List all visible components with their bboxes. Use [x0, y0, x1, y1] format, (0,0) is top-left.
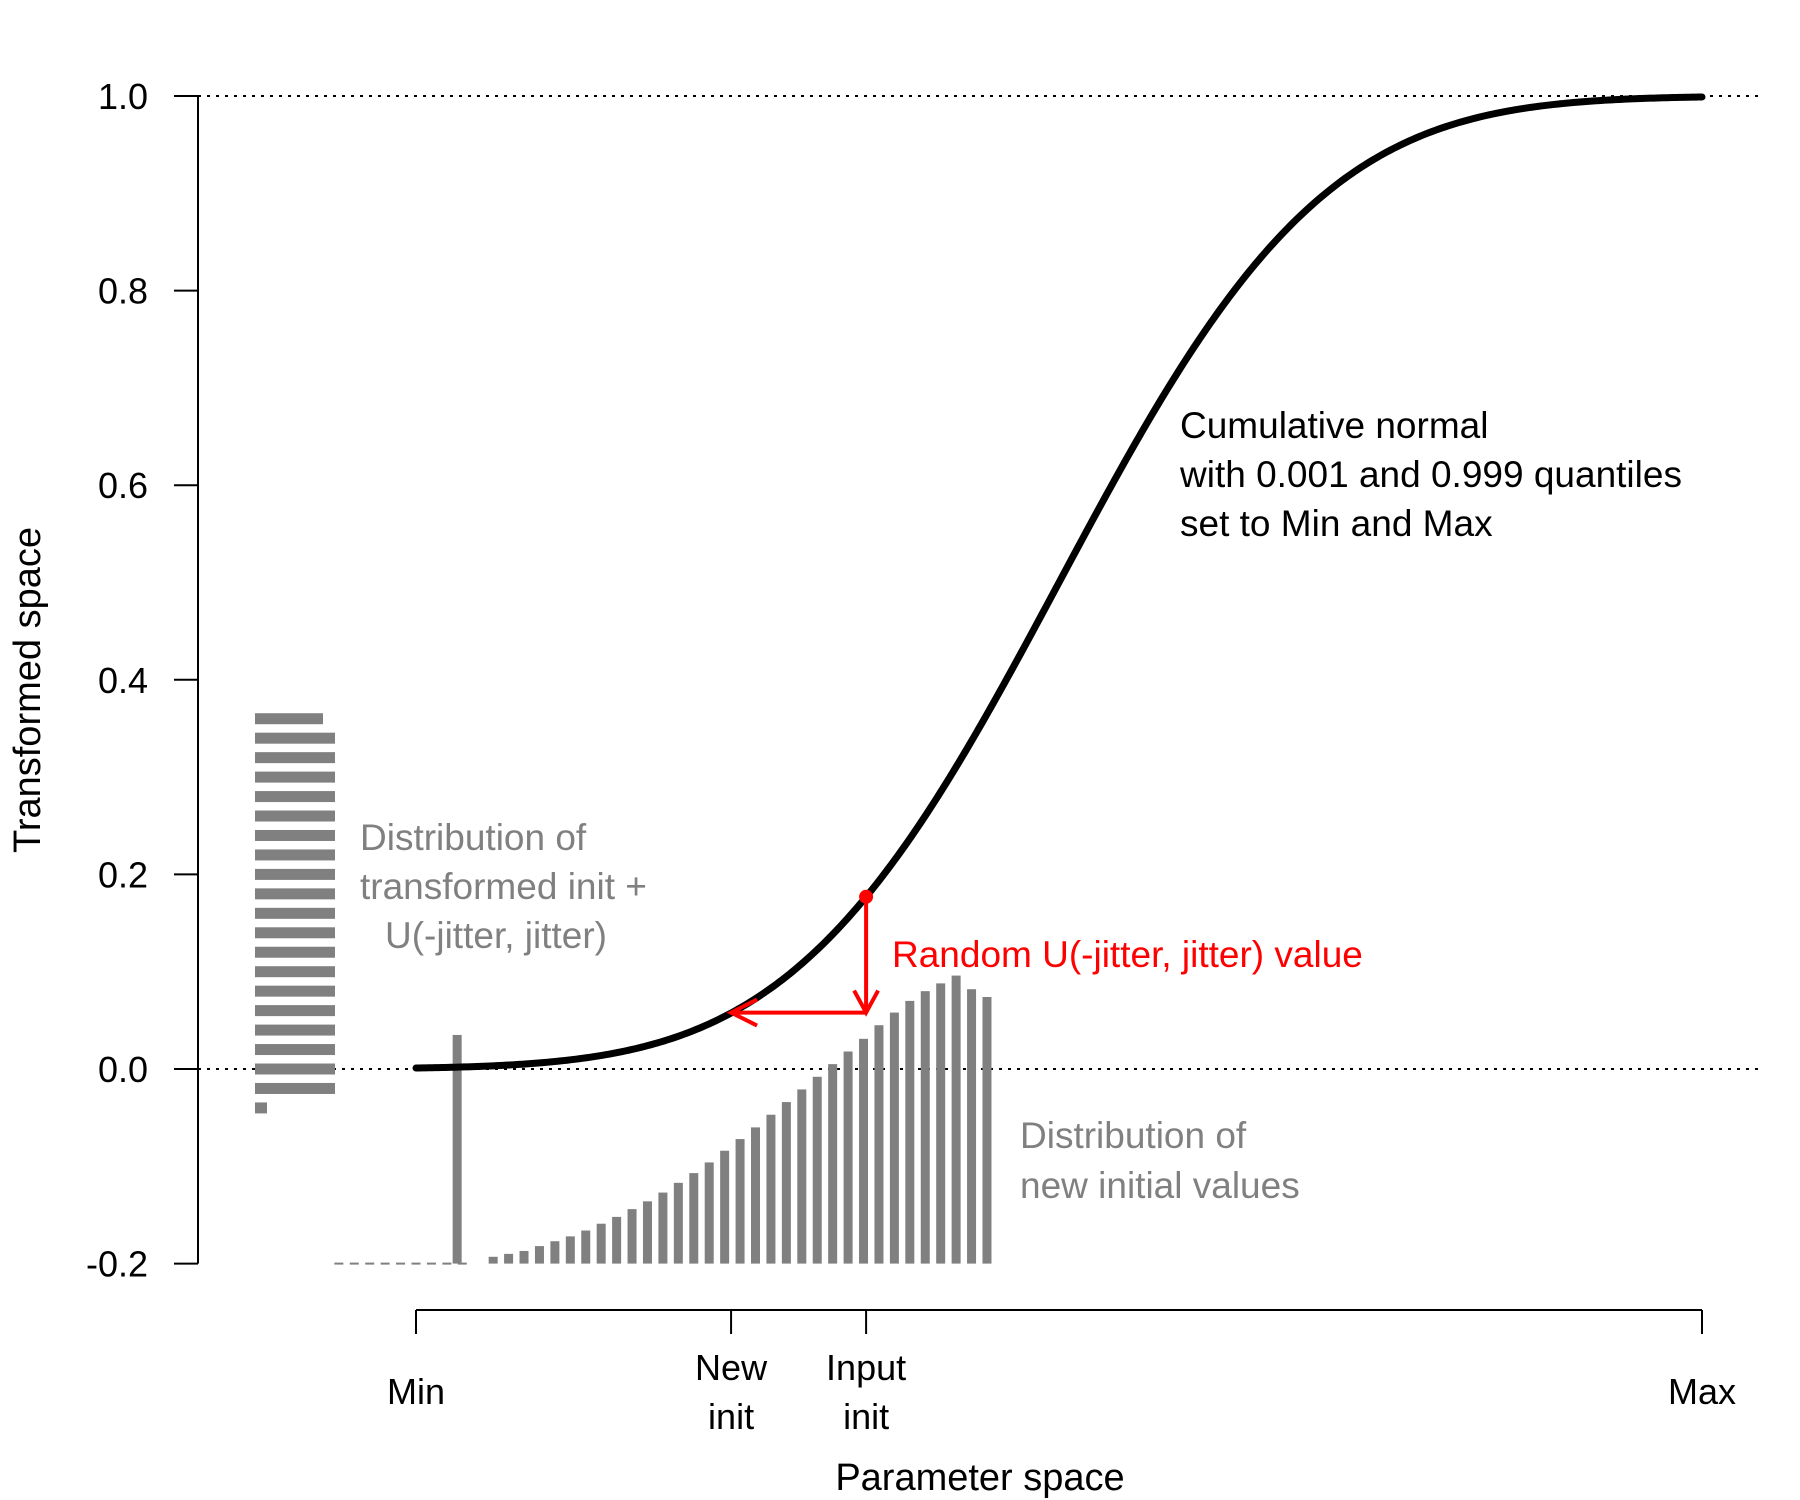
new-values-histogram-bar [519, 1250, 529, 1264]
transformed-distribution-annotation: Distribution of transformed init + U(-ji… [360, 817, 657, 956]
transformed-histogram-bar [255, 1082, 335, 1094]
y-tick-label: 0.4 [98, 660, 148, 701]
new-values-histogram-bar [673, 1182, 683, 1264]
new-values-histogram-bar [797, 1089, 807, 1264]
curve-annotation-line-1: Cumulative normal [1180, 405, 1488, 446]
jitter-arrows [726, 889, 880, 1028]
y-tick-label: 0.2 [98, 854, 148, 895]
transformed-annotation-line-3: U(-jitter, jitter) [385, 915, 607, 956]
x-tick-label: init [843, 1396, 889, 1437]
transformed-histogram-bar [255, 966, 335, 978]
new-values-histogram-bar [766, 1114, 776, 1264]
transformed-histogram-bar [255, 1063, 335, 1075]
jitter-horizontal-arrowhead [726, 997, 758, 1028]
transformed-histogram-bar [255, 888, 335, 900]
transformed-histogram-bar [255, 732, 335, 744]
transformed-histogram-bar [255, 1044, 335, 1056]
transformed-histogram-bar [255, 1005, 335, 1017]
transformed-histogram-bar [255, 927, 335, 939]
transformed-histogram-bar [255, 907, 335, 919]
jitter-annotation: Random U(-jitter, jitter) value [892, 934, 1363, 975]
y-axis: -0.2 0.0 0.2 0.4 0.6 0.8 1.0 [86, 76, 199, 1285]
new-values-annotation: Distribution of new initial values [1020, 1115, 1300, 1206]
x-tick-label: Input [826, 1347, 906, 1388]
new-values-annotation-line-2: new initial values [1020, 1165, 1300, 1206]
new-values-histogram-bar [704, 1162, 714, 1264]
transformed-annotation-line-2: transformed init + [360, 866, 647, 907]
transformed-histogram-bar [255, 810, 335, 822]
y-axis-title: Transformed space [7, 527, 49, 853]
new-values-histogram-bar [967, 989, 977, 1264]
x-tick-label: Max [1668, 1371, 1736, 1412]
new-values-histogram-bar [689, 1173, 699, 1264]
new-values-histogram-bar [596, 1223, 606, 1264]
new-values-histogram-bar [751, 1127, 760, 1264]
y-tick-label: -0.2 [86, 1244, 148, 1285]
transformed-histogram-bar [255, 829, 335, 841]
new-values-histogram-bar [504, 1253, 514, 1264]
new-values-histogram-bar [874, 1025, 884, 1264]
new-values-histogram-bar [612, 1216, 622, 1264]
transformed-annotation-line-1: Distribution of [360, 817, 587, 858]
x-tick-label: Min [387, 1371, 445, 1412]
new-values-histogram-bar [627, 1209, 637, 1264]
new-values-histogram-bar [658, 1192, 668, 1264]
new-initial-values-histogram [334, 975, 992, 1265]
new-values-histogram-bar [488, 1256, 498, 1264]
transformed-histogram-bar [255, 771, 335, 783]
x-tick-label: New [695, 1347, 768, 1388]
transformed-histogram-bar [255, 752, 335, 764]
new-values-histogram-bar [735, 1139, 745, 1264]
transformed-histogram-bar [255, 849, 335, 861]
transformed-histogram-bar [255, 868, 335, 880]
new-values-histogram-bar [859, 1038, 869, 1264]
y-tick-label: 1.0 [98, 76, 148, 117]
curve-annotation-line-3: set to Min and Max [1180, 503, 1493, 544]
y-tick-label: 0.6 [98, 465, 148, 506]
transformed-init-histogram [255, 713, 335, 1114]
y-tick-label: 0.0 [98, 1049, 148, 1090]
new-values-histogram-bar [920, 991, 930, 1264]
x-axis-title: Parameter space [835, 1457, 1124, 1499]
transformed-histogram-bar [255, 713, 323, 725]
cumulative-normal-curve [412, 93, 1706, 1072]
x-axis: Min New init Input init Max [387, 1309, 1736, 1437]
new-values-histogram-bar [828, 1064, 838, 1264]
new-values-histogram-bar [534, 1246, 544, 1264]
curve-annotation-line-2: with 0.001 and 0.999 quantiles [1179, 454, 1682, 495]
new-values-annotation-line-1: Distribution of [1020, 1115, 1247, 1156]
new-values-histogram-spike [452, 1034, 462, 1264]
new-values-histogram-bar [889, 1012, 899, 1264]
new-values-histogram-bar [936, 983, 946, 1264]
new-values-histogram-bar [812, 1076, 822, 1264]
transformed-histogram-bar [255, 946, 335, 958]
new-values-histogram-bar [905, 1000, 915, 1264]
new-values-histogram-bar [781, 1102, 791, 1264]
new-values-histogram-bar [642, 1201, 652, 1264]
transformed-histogram-bar [255, 1024, 335, 1036]
new-values-histogram-bar [581, 1230, 591, 1264]
x-tick-label: init [708, 1396, 754, 1437]
new-values-histogram-bar [951, 975, 961, 1264]
new-values-histogram-bar [720, 1150, 730, 1264]
transformed-histogram-bar [255, 791, 335, 803]
new-values-histogram-bar [565, 1236, 575, 1264]
transformed-histogram-bar [255, 985, 335, 997]
new-values-histogram-bar [982, 997, 992, 1264]
curve-annotation: Cumulative normal with 0.001 and 0.999 q… [1179, 405, 1692, 544]
new-values-histogram-bar [550, 1241, 560, 1264]
transformed-histogram-bar [255, 1102, 267, 1114]
new-values-histogram-bar [843, 1051, 853, 1264]
y-tick-label: 0.8 [98, 271, 148, 312]
